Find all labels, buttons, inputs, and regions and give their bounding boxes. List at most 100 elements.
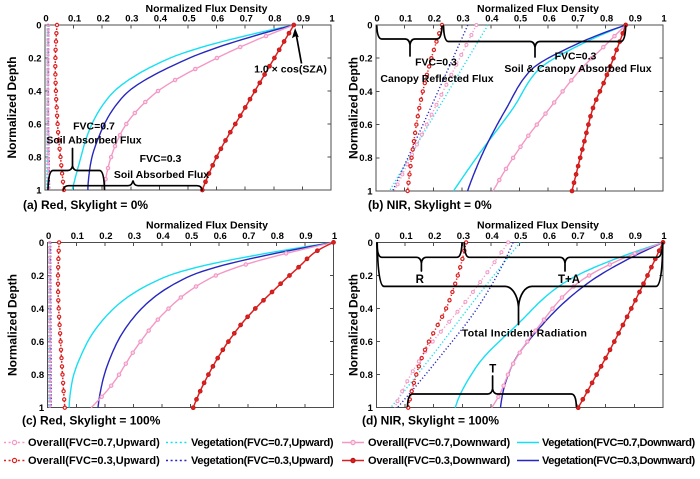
svg-text:0.4: 0.4	[156, 231, 170, 242]
svg-text:Soil Absorbed Flux: Soil Absorbed Flux	[114, 169, 209, 181]
svg-text:0: 0	[375, 231, 380, 242]
svg-text:0.4: 0.4	[31, 304, 45, 315]
svg-text:0.8: 0.8	[600, 14, 613, 25]
svg-text:0.5: 0.5	[514, 14, 528, 25]
svg-text:0.3: 0.3	[456, 14, 469, 25]
svg-text:0.6: 0.6	[359, 120, 372, 131]
svg-text:0.5: 0.5	[514, 231, 528, 242]
svg-text:0: 0	[36, 20, 41, 31]
svg-text:0: 0	[368, 238, 373, 249]
svg-text:0.7: 0.7	[242, 231, 255, 242]
svg-text:FVC=0.3: FVC=0.3	[140, 153, 182, 165]
svg-text:Normalized Depth: Normalized Depth	[5, 56, 19, 158]
svg-text:0.6: 0.6	[360, 337, 373, 348]
svg-text:0.3: 0.3	[457, 231, 470, 242]
svg-text:0.9: 0.9	[629, 231, 642, 242]
svg-text:0.2: 0.2	[428, 14, 441, 25]
svg-text:0.2: 0.2	[360, 271, 373, 282]
svg-text:Normalized Depth: Normalized Depth	[347, 57, 361, 159]
svg-text:1: 1	[661, 14, 667, 25]
svg-text:0.3: 0.3	[125, 14, 138, 25]
svg-text:Normalized Depth: Normalized Depth	[6, 274, 20, 376]
svg-text:Canopy Reflected Flux: Canopy Reflected Flux	[380, 73, 493, 85]
svg-text:Overall(FVC=0.7,Downward): Overall(FVC=0.7,Downward)	[368, 437, 511, 449]
svg-text:0.9: 0.9	[299, 231, 312, 242]
svg-text:0.2: 0.2	[31, 271, 44, 282]
svg-text:1: 1	[332, 231, 338, 242]
svg-text:Soil & Canopy Absorbed Flux: Soil & Canopy Absorbed Flux	[504, 63, 651, 75]
svg-text:Vegetation(FVC=0.7,Upward): Vegetation(FVC=0.7,Upward)	[191, 437, 334, 449]
svg-text:0.6: 0.6	[214, 231, 227, 242]
svg-text:0.6: 0.6	[543, 14, 556, 25]
svg-text:0.1: 0.1	[399, 14, 413, 25]
svg-text:0.1: 0.1	[68, 14, 82, 25]
svg-text:Vegetation(FVC=0.3,Upward): Vegetation(FVC=0.3,Upward)	[191, 455, 334, 467]
svg-text:0.2: 0.2	[359, 54, 372, 65]
svg-text:R: R	[416, 274, 425, 286]
svg-text:0.7: 0.7	[571, 14, 584, 25]
svg-text:0.9: 0.9	[297, 14, 310, 25]
svg-text:0.4: 0.4	[359, 87, 373, 98]
svg-text:1: 1	[39, 403, 45, 414]
svg-text:0.6: 0.6	[28, 119, 41, 130]
svg-text:0.6: 0.6	[211, 14, 224, 25]
svg-text:FVC=0.3: FVC=0.3	[415, 56, 457, 68]
svg-text:0: 0	[43, 14, 48, 25]
svg-text:Vegetation(FVC=0.3,Downward): Vegetation(FVC=0.3,Downward)	[542, 455, 696, 467]
svg-text:1: 1	[36, 185, 42, 196]
svg-text:0.7: 0.7	[571, 231, 584, 242]
svg-text:0.8: 0.8	[31, 370, 44, 381]
svg-text:Overall(FVC=0.3,Downward): Overall(FVC=0.3,Downward)	[368, 455, 511, 467]
svg-text:0.5: 0.5	[182, 14, 196, 25]
svg-text:T: T	[489, 363, 496, 375]
svg-text:0: 0	[374, 14, 379, 25]
svg-text:1: 1	[368, 403, 374, 414]
svg-text:0.7: 0.7	[240, 14, 253, 25]
svg-text:0.8: 0.8	[600, 231, 613, 242]
svg-text:0.4: 0.4	[360, 304, 374, 315]
svg-text:0.2: 0.2	[428, 231, 441, 242]
svg-text:0.1: 0.1	[399, 231, 413, 242]
svg-text:Normalized Flux Density: Normalized Flux Density	[146, 3, 268, 15]
svg-text:0.5: 0.5	[185, 231, 199, 242]
svg-text:0.2: 0.2	[97, 14, 110, 25]
svg-text:0.9: 0.9	[629, 14, 642, 25]
svg-text:0.4: 0.4	[485, 14, 499, 25]
svg-text:T+A: T+A	[558, 274, 580, 286]
svg-text:0.3: 0.3	[128, 231, 141, 242]
svg-text:1: 1	[661, 231, 667, 242]
svg-text:0.8: 0.8	[360, 370, 373, 381]
svg-text:Normalized Flux Density: Normalized Flux Density	[477, 3, 599, 15]
svg-text:0.2: 0.2	[99, 231, 112, 242]
svg-text:0: 0	[46, 231, 51, 242]
svg-text:0.8: 0.8	[271, 231, 284, 242]
svg-text:(b) NIR, Skylight = 0%: (b) NIR, Skylight = 0%	[368, 198, 492, 212]
svg-text:0: 0	[367, 20, 372, 31]
svg-text:(d) NIR, Skylight = 100%: (d) NIR, Skylight = 100%	[362, 414, 499, 428]
svg-text:Normalized Flux Density: Normalized Flux Density	[146, 220, 268, 232]
svg-text:(c) Red, Skylight = 100%: (c) Red, Skylight = 100%	[22, 414, 161, 428]
svg-text:0.6: 0.6	[543, 231, 556, 242]
svg-text:0.2: 0.2	[28, 53, 41, 64]
svg-text:FVC=0.3: FVC=0.3	[555, 50, 597, 62]
svg-text:Total Incident Radiation: Total Incident Radiation	[462, 327, 587, 339]
svg-text:Vegetation(FVC=0.7,Downward): Vegetation(FVC=0.7,Downward)	[542, 437, 696, 449]
svg-text:FVC=0.7: FVC=0.7	[73, 121, 115, 133]
svg-text:Overall(FVC=0.7,Upward): Overall(FVC=0.7,Upward)	[28, 437, 160, 449]
svg-text:0.6: 0.6	[31, 337, 44, 348]
svg-text:(a) Red, Skylight = 0%: (a) Red, Skylight = 0%	[23, 198, 148, 212]
svg-text:Overall(FVC=0.3,Upward): Overall(FVC=0.3,Upward)	[28, 455, 160, 467]
svg-text:Soil Absorbed Flux: Soil Absorbed Flux	[46, 135, 141, 147]
svg-text:1: 1	[329, 14, 335, 25]
svg-text:0: 0	[39, 238, 44, 249]
svg-text:0.4: 0.4	[485, 231, 499, 242]
svg-text:1.0 × cos(SZA): 1.0 × cos(SZA)	[254, 64, 327, 76]
svg-text:0.4: 0.4	[154, 14, 168, 25]
svg-text:1: 1	[367, 186, 373, 197]
svg-text:0.8: 0.8	[268, 14, 281, 25]
svg-text:Normalized Flux Density: Normalized Flux Density	[477, 220, 599, 232]
svg-text:0.8: 0.8	[28, 152, 41, 163]
svg-text:Normalized Depth: Normalized Depth	[347, 274, 361, 376]
svg-text:0.8: 0.8	[359, 153, 372, 164]
svg-text:0.1: 0.1	[71, 231, 85, 242]
